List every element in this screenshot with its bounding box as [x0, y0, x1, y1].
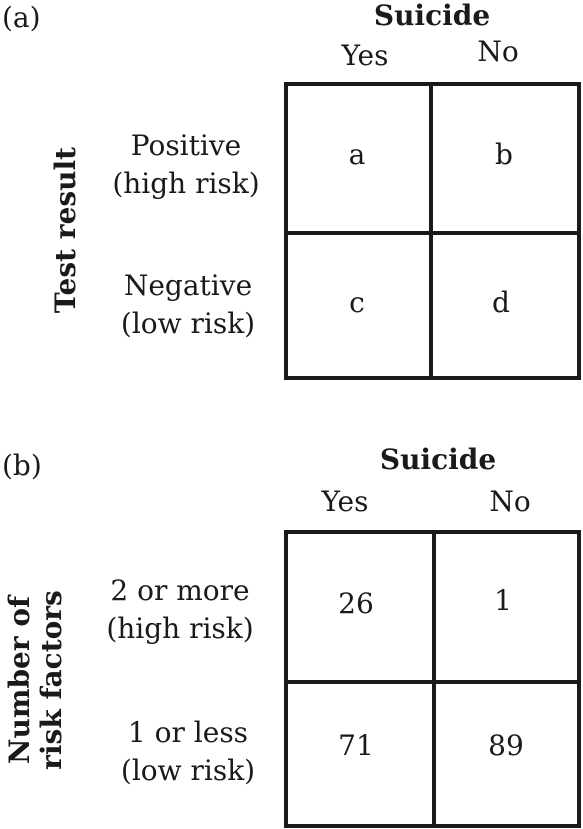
panel-b-row-label-high-line1: 2 or more	[110, 574, 250, 607]
panel-a-row-label-positive-line2: (high risk)	[112, 167, 260, 200]
panel-a-cell-c: c	[349, 286, 365, 319]
panel-a-row-label-negative: Negative (low risk)	[121, 267, 255, 343]
panel-b-table-horizontal-divider	[284, 680, 581, 684]
panel-a-row-title-text: Test result	[49, 146, 82, 314]
panel-b-row-title: Number of risk factors	[3, 590, 68, 770]
panel-b-cell-yes-high: 26	[338, 587, 374, 620]
panel-a-cell-b: b	[495, 138, 513, 171]
panel-b-row-label-high-line2: (high risk)	[106, 612, 254, 645]
panel-b-row-label-low: 1 or less (low risk)	[121, 714, 255, 790]
panel-b-column-label-no: No	[489, 485, 531, 518]
panel-b-cell-yes-low: 71	[338, 729, 374, 762]
panel-a-row-label-negative-line2: (low risk)	[120, 307, 256, 340]
panel-b-cell-no-low: 89	[488, 729, 524, 762]
panel-b-row-title-line2: risk factors	[35, 590, 68, 770]
panel-a-column-label-no: No	[477, 35, 519, 68]
panel-b-row-label-low-line1: 1 or less	[127, 716, 249, 749]
panel-b-table-vertical-divider	[432, 530, 436, 828]
panel-b-row-label-high: 2 or more (high risk)	[106, 572, 253, 648]
panel-b-cell-no-high: 1	[494, 584, 512, 617]
panel-a-cell-a: a	[348, 138, 366, 171]
panel-a-row-label-positive: Positive (high risk)	[112, 127, 259, 203]
panel-a-cell-d: d	[492, 286, 510, 319]
panel-a-label: (a)	[2, 1, 41, 34]
panel-a-row-label-positive-line1: Positive	[130, 129, 242, 162]
panel-a-column-title: Suicide	[373, 0, 491, 32]
panel-a-row-title: Test result	[49, 146, 82, 314]
panel-b-row-title-line1: Number of	[3, 595, 36, 765]
panel-b-column-title: Suicide	[379, 443, 497, 476]
panel-a-table-horizontal-divider	[284, 231, 581, 235]
panel-b-column-label-yes: Yes	[321, 485, 369, 518]
panel-a-row-label-negative-line1: Negative	[123, 269, 253, 302]
panel-b-label: (b)	[2, 449, 42, 482]
panel-b-row-label-low-line2: (low risk)	[120, 754, 256, 787]
panel-a-column-label-yes: Yes	[341, 39, 389, 72]
